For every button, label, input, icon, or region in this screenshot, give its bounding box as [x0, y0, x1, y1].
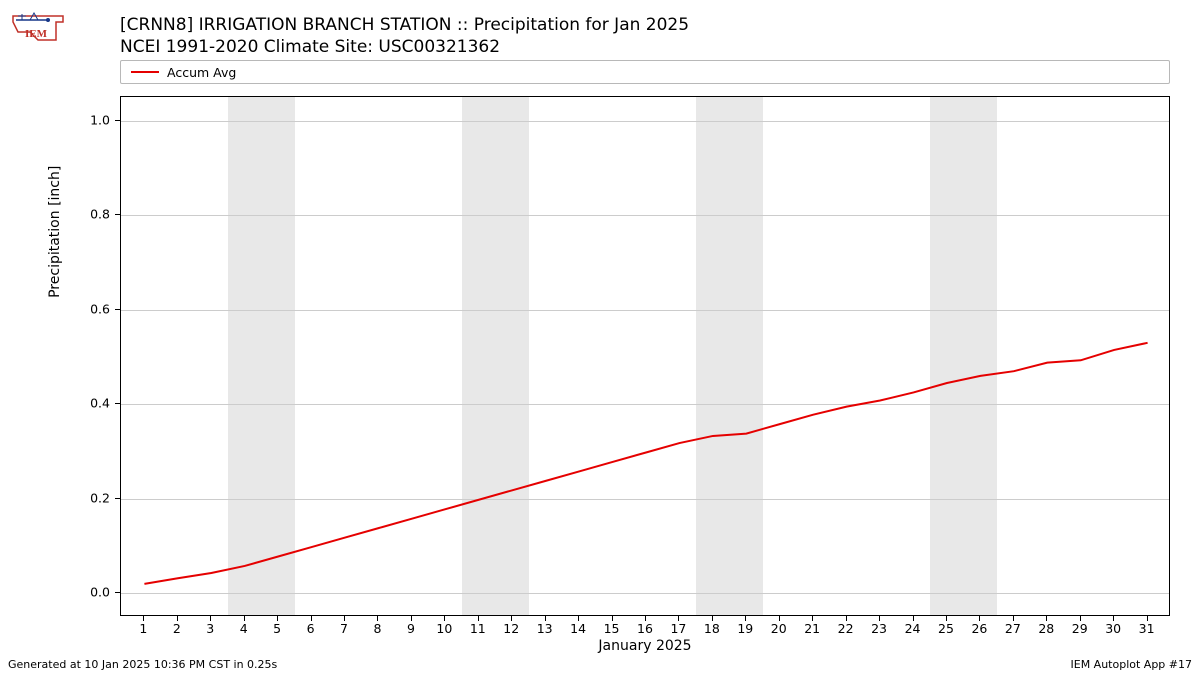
- x-tick-label: 6: [307, 621, 315, 636]
- legend: Accum Avg: [120, 60, 1170, 84]
- x-tick-label: 4: [240, 621, 248, 636]
- x-tick-label: 3: [206, 621, 214, 636]
- x-tick-label: 20: [771, 621, 787, 636]
- y-tick: [115, 592, 120, 593]
- x-axis-label: January 2025: [120, 638, 1170, 654]
- y-tick-label: 0.0: [90, 585, 110, 600]
- x-tick-label: 23: [871, 621, 887, 636]
- x-tick-label: 1: [139, 621, 147, 636]
- x-tick-label: 18: [704, 621, 720, 636]
- iem-logo: IEM: [8, 8, 68, 48]
- y-tick-label: 0.4: [90, 396, 110, 411]
- y-tick-label: 1.0: [90, 112, 110, 127]
- y-tick-label: 0.8: [90, 207, 110, 222]
- y-axis-label: Precipitation [inch]: [47, 166, 63, 298]
- svg-text:IEM: IEM: [25, 28, 48, 40]
- x-tick-label: 19: [737, 621, 753, 636]
- x-tick-label: 11: [470, 621, 486, 636]
- y-tick: [115, 214, 120, 215]
- legend-label: Accum Avg: [167, 65, 236, 80]
- legend-swatch: [131, 71, 159, 73]
- y-tick-label: 0.2: [90, 490, 110, 505]
- footer-generated: Generated at 10 Jan 2025 10:36 PM CST in…: [8, 658, 277, 671]
- x-tick-label: 15: [604, 621, 620, 636]
- x-tick-label: 30: [1105, 621, 1121, 636]
- plot-area: [120, 96, 1170, 616]
- y-tick: [115, 498, 120, 499]
- title-line-2: NCEI 1991-2020 Climate Site: USC00321362: [120, 36, 689, 58]
- line-series: [121, 97, 1170, 616]
- x-tick-label: 2: [173, 621, 181, 636]
- x-tick-label: 27: [1005, 621, 1021, 636]
- x-tick-label: 8: [373, 621, 381, 636]
- x-tick-label: 31: [1139, 621, 1155, 636]
- x-tick-label: 16: [637, 621, 653, 636]
- x-tick-label: 24: [905, 621, 921, 636]
- x-tick-label: 10: [436, 621, 452, 636]
- x-tick-label: 7: [340, 621, 348, 636]
- y-tick: [115, 403, 120, 404]
- x-tick-label: 12: [503, 621, 519, 636]
- x-tick-label: 29: [1072, 621, 1088, 636]
- footer-app: IEM Autoplot App #17: [1071, 658, 1193, 671]
- x-tick-label: 25: [938, 621, 954, 636]
- x-tick-label: 28: [1038, 621, 1054, 636]
- x-tick-label: 26: [971, 621, 987, 636]
- x-tick-label: 22: [838, 621, 854, 636]
- x-tick-label: 21: [804, 621, 820, 636]
- title-line-1: [CRNN8] IRRIGATION BRANCH STATION :: Pre…: [120, 14, 689, 36]
- y-tick-label: 0.6: [90, 301, 110, 316]
- y-tick: [115, 120, 120, 121]
- plot-container: 0.00.20.40.60.81.01234567891011121314151…: [120, 96, 1170, 616]
- x-tick-label: 5: [273, 621, 281, 636]
- x-tick-label: 9: [407, 621, 415, 636]
- y-tick: [115, 309, 120, 310]
- x-tick-label: 14: [570, 621, 586, 636]
- x-tick-label: 13: [537, 621, 553, 636]
- chart-title: [CRNN8] IRRIGATION BRANCH STATION :: Pre…: [120, 14, 689, 58]
- x-tick-label: 17: [670, 621, 686, 636]
